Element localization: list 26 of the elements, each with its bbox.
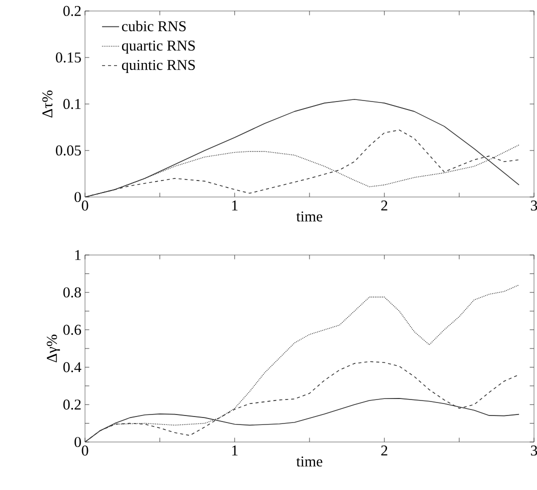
x-tick-label: 2: [381, 200, 388, 210]
y-tick-label: 0.1: [63, 98, 81, 110]
y-axis-title: Δτ%: [42, 90, 52, 118]
y-tick-label: 0.8: [63, 287, 81, 298]
y-axis-title: Δγ%: [46, 334, 60, 362]
y-tick-label: 0.6: [63, 324, 82, 335]
y-tick-label: 0: [74, 436, 81, 448]
legend-label: quartic RNS: [122, 40, 195, 54]
x-tick-label: 0: [82, 200, 88, 211]
x-tick-label: 1: [232, 200, 238, 210]
x-tick-label: 3: [530, 200, 537, 211]
x-tick-label: 2: [381, 446, 388, 456]
legend-label: cubic RNS: [122, 20, 186, 32]
y-tick-label: 0.2: [63, 6, 81, 16]
x-tick-label: 1: [232, 446, 238, 456]
y-tick-label: 1: [75, 250, 81, 260]
y-tick-label: 0.4: [63, 362, 82, 372]
y-tick-label: 0.2: [63, 400, 81, 410]
y-tick-label: 0.15: [56, 52, 81, 63]
x-axis-title: time: [296, 456, 322, 466]
x-tick-label: 0: [82, 446, 88, 456]
x-axis-title: time: [296, 211, 322, 222]
y-tick-label: 0: [74, 192, 81, 202]
y-tick-label: 0.05: [56, 145, 81, 156]
legend-label: quintic RNS: [122, 60, 195, 74]
x-tick-label: 3: [530, 446, 537, 456]
